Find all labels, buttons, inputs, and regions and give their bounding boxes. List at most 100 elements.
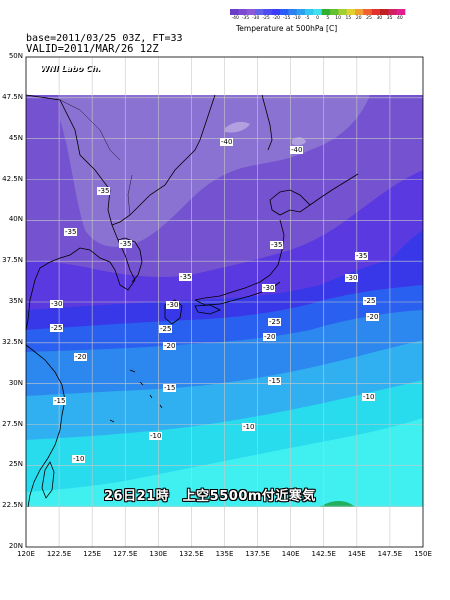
legend-tick: 5 [326, 16, 330, 21]
legend-tick: 30 [376, 16, 383, 21]
legend-swatch [313, 9, 322, 15]
legend-swatch [330, 9, 339, 15]
lat-label: 27.5N [2, 419, 23, 428]
legend-swatch [338, 9, 347, 15]
legend-tick: 0 [316, 16, 319, 21]
legend-ticks: -40 -35 -30 -25 -20 -15 -10 -5 0 5 10 15 20 25 30 35 40 [230, 16, 405, 21]
lon-label: 137.5E [245, 550, 270, 558]
contour-label: -10 [242, 423, 256, 431]
lat-label: 32.5N [2, 337, 23, 346]
contour-label: -30 [166, 301, 180, 309]
legend-swatch [271, 9, 281, 15]
lat-label: 47.5N [2, 92, 23, 101]
lon-label: 140E [281, 550, 300, 558]
contour-label: -35 [119, 240, 133, 248]
legend-tick: 20 [355, 16, 362, 21]
valid-time-label: VALID=2011/MAR/26 12Z [26, 43, 159, 55]
lat-label: 30N [8, 378, 23, 387]
contour-label: -20 [74, 353, 88, 361]
brand-label: WNI Labo Ch. [40, 64, 101, 73]
lon-label: 142.5E [311, 550, 336, 558]
contour-label: -20 [366, 313, 380, 321]
lon-label: 122.5E [46, 550, 72, 558]
lat-label: 20N [8, 542, 23, 550]
contour-label: -10 [72, 455, 86, 463]
contour-label: -20 [163, 342, 177, 350]
legend-swatch [363, 9, 372, 15]
legend-swatch [288, 9, 297, 15]
contour-label: -30 [50, 300, 64, 308]
legend-tick: -10 [293, 16, 301, 21]
contour-label: -30 [345, 274, 359, 282]
legend-colorbar [230, 9, 406, 15]
legend-swatch [280, 9, 289, 15]
legend-swatch [346, 9, 356, 15]
cold-core-1 [225, 121, 250, 133]
lon-label: 120E [17, 550, 35, 558]
legend-tick: 40 [397, 16, 403, 21]
contour-label: -15 [268, 377, 282, 385]
legend-swatch [230, 9, 239, 15]
legend-swatch [321, 9, 331, 15]
lat-label: 40N [8, 215, 23, 224]
legend-swatch [371, 9, 381, 15]
legend-swatch [305, 9, 314, 15]
lon-label: 135E [215, 550, 234, 558]
lat-label: 35N [8, 297, 23, 305]
map-frame [25, 56, 424, 548]
contour-label: -35 [355, 252, 369, 260]
legend-swatch [246, 9, 256, 15]
contour-label: -25 [268, 318, 282, 326]
contour-label: -15 [53, 397, 67, 405]
lon-label: 132.5E [179, 550, 204, 558]
legend-tick: -35 [241, 16, 250, 21]
legend-tick: -30 [252, 16, 260, 21]
contour-label: -40 [290, 146, 304, 154]
legend-swatch [355, 9, 364, 15]
legend-tick: 25 [366, 16, 372, 21]
contour-label: -10 [149, 432, 163, 440]
contour-label: -10 [362, 393, 376, 401]
contour-label: -25 [50, 324, 64, 332]
legend-tick: 15 [345, 16, 352, 21]
legend-tick: -5 [304, 16, 310, 21]
contour-label: -20 [263, 333, 277, 341]
legend-swatch [380, 9, 389, 15]
lat-lon-grid [26, 57, 423, 547]
base-time-label: base=2011/03/25 03Z, FT=33 [26, 33, 183, 44]
legend-swatch [238, 9, 247, 15]
contour-label: -25 [363, 297, 377, 305]
lat-label: 42.5N [2, 174, 23, 183]
legend-swatch [396, 9, 406, 15]
cold-core-2 [292, 137, 306, 146]
legend-tick: 10 [335, 16, 341, 21]
lon-label: 130E [149, 550, 168, 558]
legend-tick: 35 [386, 16, 393, 21]
legend-swatch [263, 9, 272, 15]
lat-label: 37.5N [2, 256, 23, 265]
legend-title: Temperature at 500hPa [C] [236, 24, 338, 33]
borders [59, 99, 133, 216]
warm-patch [320, 500, 355, 507]
contour-label: -15 [163, 384, 177, 392]
lon-label: 145E [347, 550, 366, 558]
lon-label: 147.5E [377, 550, 403, 558]
contour-label: -40 [220, 138, 234, 146]
contour-label: -30 [262, 284, 276, 292]
lon-label: 127.5E [113, 550, 138, 558]
contour-label: -25 [159, 325, 173, 333]
contour-label: -35 [179, 273, 193, 281]
legend-swatch [388, 9, 397, 15]
lon-label: 125E [83, 550, 102, 558]
map-caption: 26日21時 上空5500m付近寒気 [104, 489, 316, 504]
lat-label: 22.5N [2, 501, 23, 510]
lat-label: 45N [8, 133, 23, 142]
lon-label: 150E [414, 550, 432, 558]
contour-label: -35 [97, 187, 111, 195]
legend-tick: -15 [282, 16, 291, 21]
legend-tick: -20 [272, 16, 281, 21]
legend-tick: -25 [262, 16, 270, 21]
contour-label: -35 [64, 228, 78, 236]
lat-label: 25N [8, 460, 23, 469]
